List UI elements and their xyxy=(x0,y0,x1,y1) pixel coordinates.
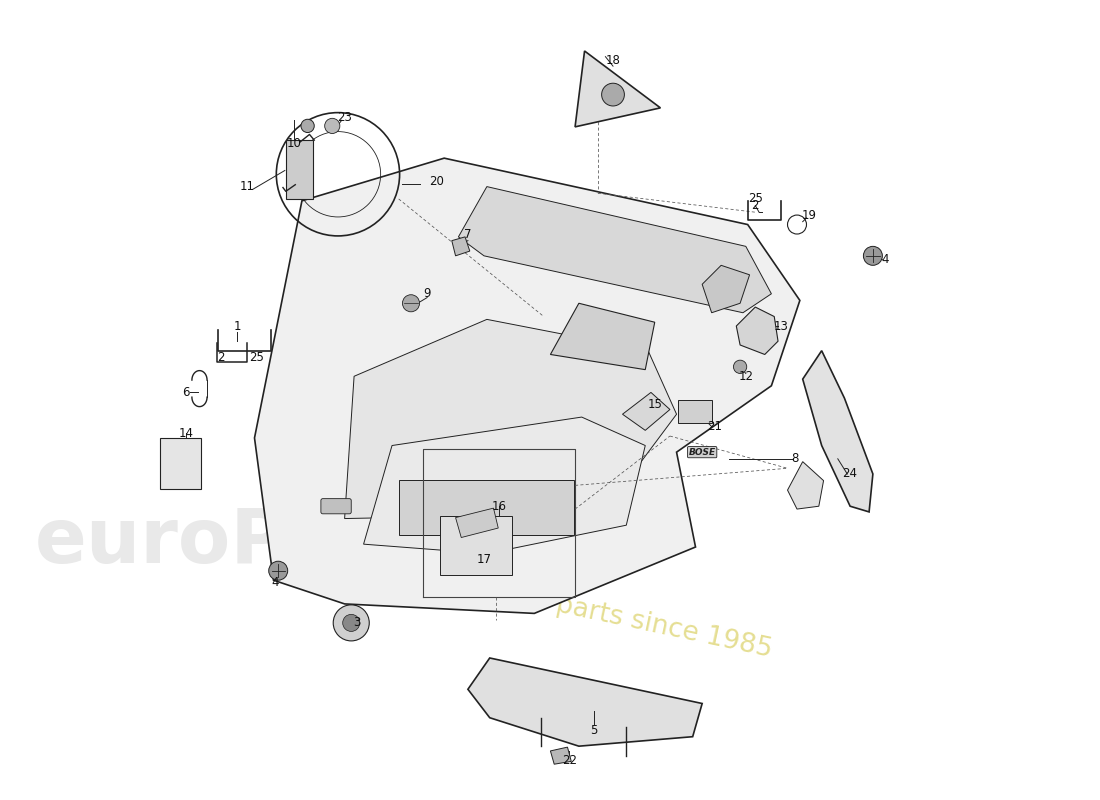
Text: 6: 6 xyxy=(183,386,190,399)
Polygon shape xyxy=(702,266,749,313)
Polygon shape xyxy=(550,747,571,764)
Polygon shape xyxy=(575,51,660,127)
FancyBboxPatch shape xyxy=(321,498,351,514)
Text: 7: 7 xyxy=(464,227,472,241)
Circle shape xyxy=(864,246,882,266)
Text: 5: 5 xyxy=(591,723,597,737)
Polygon shape xyxy=(455,508,498,538)
Polygon shape xyxy=(364,417,646,554)
FancyBboxPatch shape xyxy=(160,438,201,489)
Circle shape xyxy=(602,83,625,106)
FancyBboxPatch shape xyxy=(398,480,574,534)
Polygon shape xyxy=(623,393,670,430)
FancyBboxPatch shape xyxy=(440,516,513,574)
Text: 13: 13 xyxy=(773,319,789,333)
FancyBboxPatch shape xyxy=(678,400,712,422)
Polygon shape xyxy=(788,462,824,509)
Text: 15: 15 xyxy=(647,398,662,411)
Circle shape xyxy=(324,118,340,134)
Text: 22: 22 xyxy=(562,754,576,767)
Text: 16: 16 xyxy=(492,500,507,513)
Text: 10: 10 xyxy=(287,138,301,150)
Polygon shape xyxy=(459,186,771,313)
Text: 18: 18 xyxy=(606,54,620,67)
Circle shape xyxy=(734,360,747,374)
Text: 20: 20 xyxy=(429,175,444,188)
Polygon shape xyxy=(803,350,873,512)
Polygon shape xyxy=(452,237,470,256)
Text: 11: 11 xyxy=(240,180,254,193)
Text: a passion for parts since 1985: a passion for parts since 1985 xyxy=(379,554,774,663)
Text: 9: 9 xyxy=(424,287,431,300)
Polygon shape xyxy=(344,319,676,518)
Circle shape xyxy=(268,562,288,580)
Text: euroParts: euroParts xyxy=(34,506,455,579)
Polygon shape xyxy=(736,307,778,354)
Polygon shape xyxy=(550,303,654,370)
Text: 14: 14 xyxy=(178,426,194,440)
Text: 24: 24 xyxy=(843,467,858,481)
Circle shape xyxy=(403,294,419,312)
Text: 25: 25 xyxy=(249,351,264,364)
Circle shape xyxy=(333,605,370,641)
Text: 21: 21 xyxy=(707,420,722,433)
Text: 19: 19 xyxy=(802,209,817,222)
Polygon shape xyxy=(254,158,800,614)
Text: 12: 12 xyxy=(738,370,754,382)
Circle shape xyxy=(301,119,315,133)
Polygon shape xyxy=(468,658,702,746)
Text: BOSE: BOSE xyxy=(689,448,716,457)
Text: 3: 3 xyxy=(353,616,361,630)
Text: 17: 17 xyxy=(476,553,492,566)
Text: 4: 4 xyxy=(881,253,889,266)
Circle shape xyxy=(343,614,360,631)
Text: 23: 23 xyxy=(338,111,352,124)
Text: 2: 2 xyxy=(751,199,759,212)
Text: 8: 8 xyxy=(791,452,799,466)
Text: 25: 25 xyxy=(748,193,762,206)
Text: 4: 4 xyxy=(272,576,279,589)
Text: 2: 2 xyxy=(218,351,226,364)
FancyBboxPatch shape xyxy=(286,140,313,199)
Text: 1: 1 xyxy=(233,319,241,333)
